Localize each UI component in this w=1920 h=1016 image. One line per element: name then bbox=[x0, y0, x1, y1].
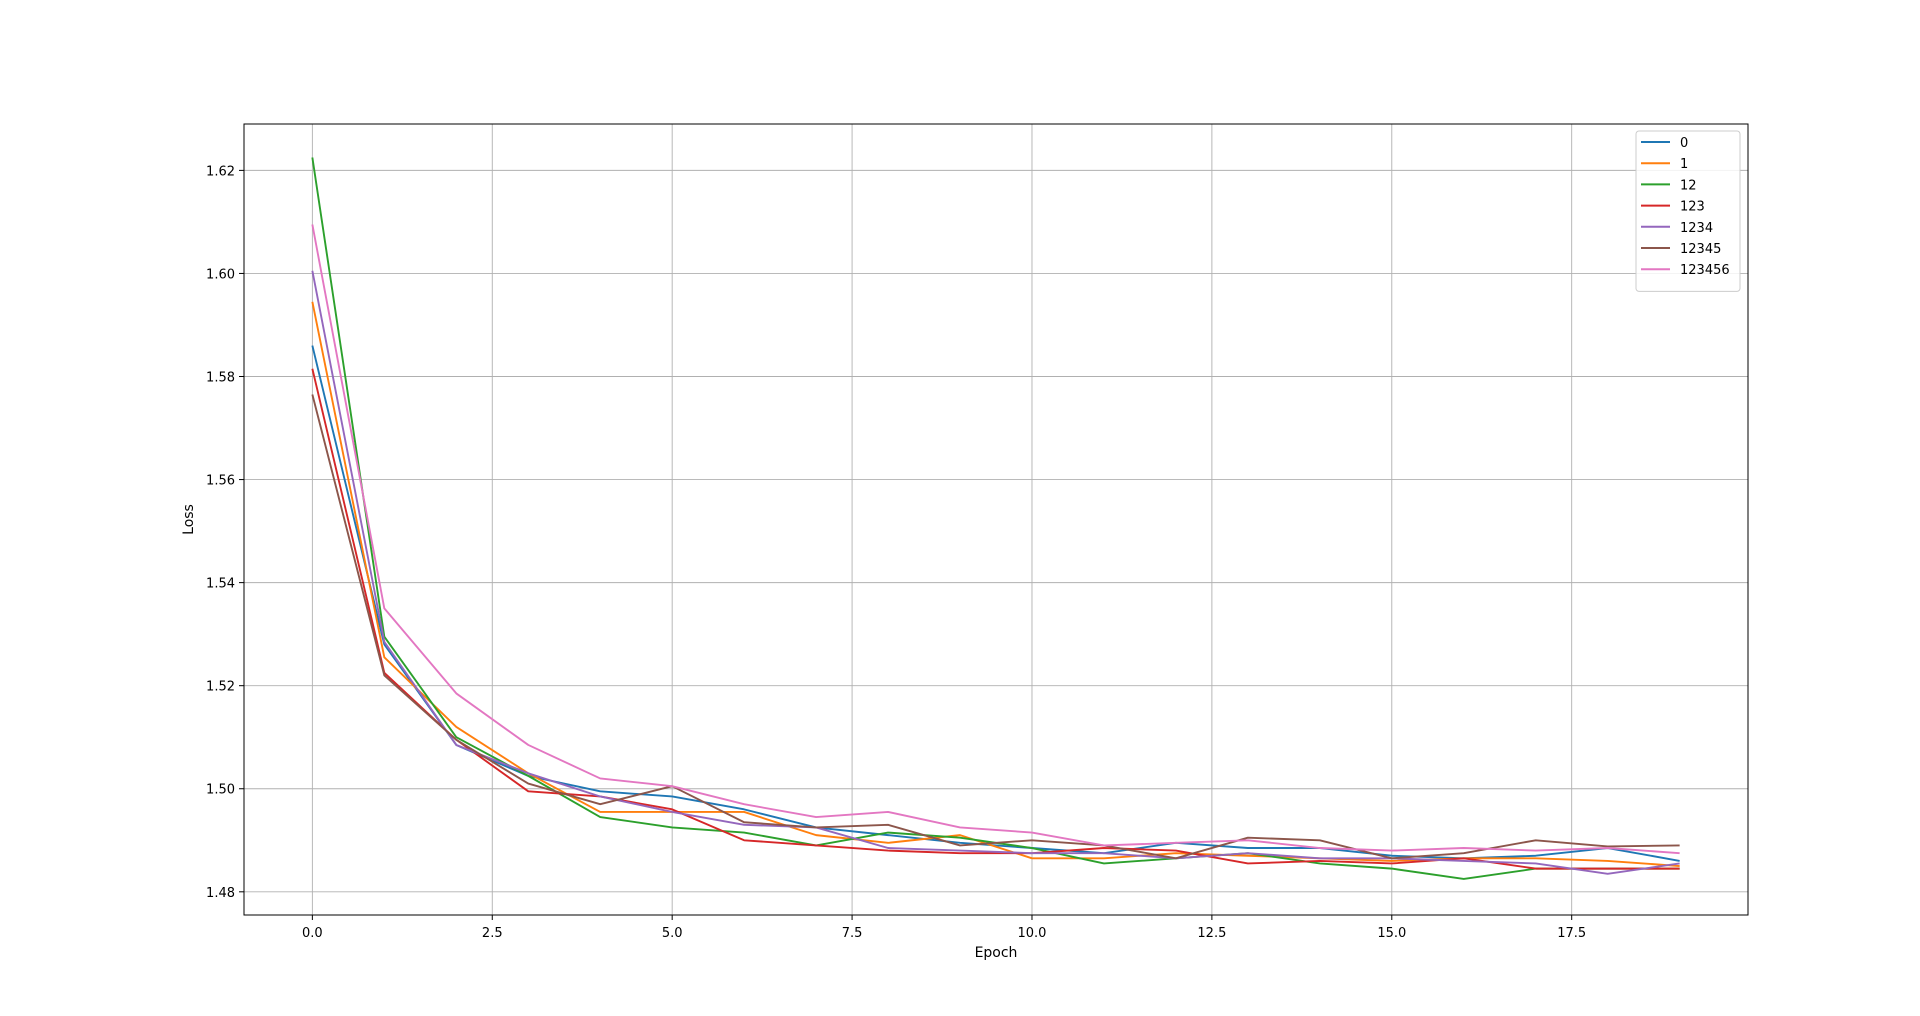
y-tick-label: 1.52 bbox=[206, 680, 235, 695]
x-tick-label: 2.5 bbox=[482, 926, 503, 941]
x-tick-label: 0.0 bbox=[302, 926, 323, 941]
y-tick-label: 1.56 bbox=[206, 474, 235, 489]
x-tick-label: 15.0 bbox=[1377, 926, 1406, 941]
axes-frame bbox=[243, 123, 1749, 916]
x-tick-label: 10.0 bbox=[1018, 926, 1047, 941]
legend-label: 123456 bbox=[1680, 263, 1730, 278]
axis-ticks: 0.0 2.5 5.0 7.5 10.0 12.5 15.0 17.5 1.48 1.50 1.52… bbox=[206, 164, 1586, 941]
legend-label: 12345 bbox=[1680, 242, 1721, 257]
legend-label: 12 bbox=[1680, 178, 1697, 193]
series-line-123456 bbox=[311, 224, 1680, 855]
x-tick-label: 12.5 bbox=[1197, 926, 1226, 941]
legend-label: 1 bbox=[1680, 157, 1688, 172]
x-axis-label: Epoch bbox=[975, 945, 1018, 961]
legend: 0 1 12 123 1234 12345 123456 bbox=[1635, 130, 1741, 292]
y-tick-label: 1.62 bbox=[206, 164, 235, 179]
legend-box bbox=[1635, 130, 1741, 292]
legend-label: 123 bbox=[1680, 200, 1705, 215]
legend-label: 0 bbox=[1680, 136, 1688, 151]
x-tick-label: 5.0 bbox=[662, 926, 683, 941]
y-axis-label: Loss bbox=[181, 504, 197, 535]
y-tick-label: 1.54 bbox=[206, 577, 235, 592]
y-tick-label: 1.50 bbox=[206, 783, 235, 798]
series-line-12 bbox=[311, 157, 1680, 880]
grid-lines bbox=[244, 124, 1748, 915]
x-tick-label: 17.5 bbox=[1557, 926, 1586, 941]
series-lines bbox=[311, 157, 1680, 880]
series-line-12345 bbox=[311, 394, 1680, 860]
y-tick-label: 1.48 bbox=[206, 886, 235, 901]
series-line-123 bbox=[311, 368, 1680, 870]
y-tick-label: 1.58 bbox=[206, 371, 235, 386]
x-tick-label: 7.5 bbox=[842, 926, 863, 941]
y-tick-label: 1.60 bbox=[206, 267, 235, 282]
series-line-1234 bbox=[311, 270, 1680, 875]
legend-label: 1234 bbox=[1680, 221, 1713, 236]
series-line-1 bbox=[311, 301, 1680, 867]
